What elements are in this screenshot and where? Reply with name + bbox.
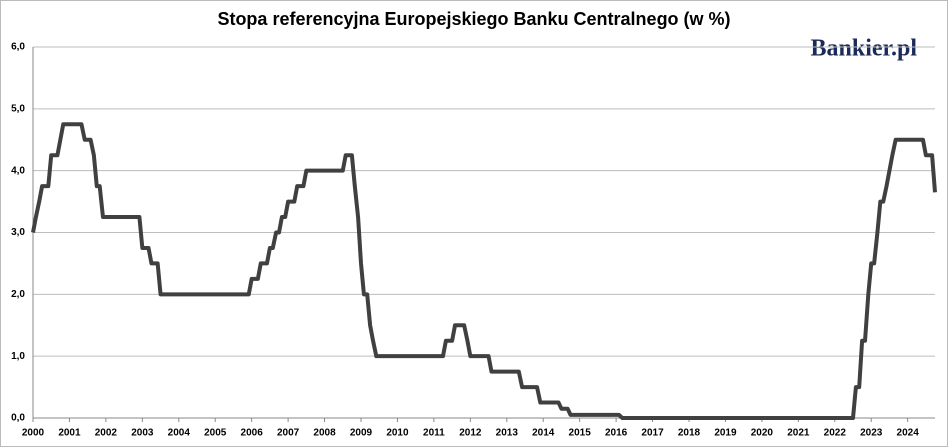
y-tick-label: 2,0 <box>11 289 25 300</box>
y-tick-label: 1,0 <box>11 351 25 362</box>
x-tick-label: 2000 <box>22 428 45 439</box>
x-tick-label: 2017 <box>641 428 664 439</box>
x-tick-label: 2011 <box>423 428 445 439</box>
x-tick-label: 2007 <box>277 428 300 439</box>
x-tick-label: 2021 <box>787 428 810 439</box>
x-tick-label: 2013 <box>496 428 519 439</box>
x-tick-label: 2003 <box>131 428 154 439</box>
x-tick-label: 2012 <box>459 428 482 439</box>
y-tick-label: 6,0 <box>11 42 25 53</box>
x-tick-label: 2024 <box>897 428 920 439</box>
x-tick-label: 2004 <box>168 428 191 439</box>
y-tick-label: 0,0 <box>11 413 25 424</box>
x-tick-label: 2023 <box>860 428 883 439</box>
data-line <box>31 122 937 420</box>
chart-title: Stopa referencyjna Europejskiego Banku C… <box>217 9 730 29</box>
x-tick-label: 2009 <box>350 428 373 439</box>
x-tick-label: 2022 <box>824 428 847 439</box>
logo: Bankier.pl <box>811 36 918 62</box>
x-tick-label: 2002 <box>95 428 118 439</box>
y-tick-label: 5,0 <box>11 103 25 114</box>
x-tick-label: 2020 <box>751 428 774 439</box>
y-tick-label: 4,0 <box>11 165 25 176</box>
y-tick-label: 3,0 <box>11 227 25 238</box>
x-tick-label: 2016 <box>605 428 628 439</box>
x-tick-label: 2010 <box>386 428 409 439</box>
x-tick-label: 2014 <box>532 428 555 439</box>
x-tick-label: 2005 <box>204 428 227 439</box>
x-tick-label: 2006 <box>241 428 264 439</box>
x-tick-label: 2001 <box>58 428 81 439</box>
x-tick-label: 2018 <box>678 428 701 439</box>
x-tick-label: 2019 <box>714 428 737 439</box>
x-tick-label: 2008 <box>313 428 336 439</box>
x-tick-label: 2015 <box>569 428 592 439</box>
